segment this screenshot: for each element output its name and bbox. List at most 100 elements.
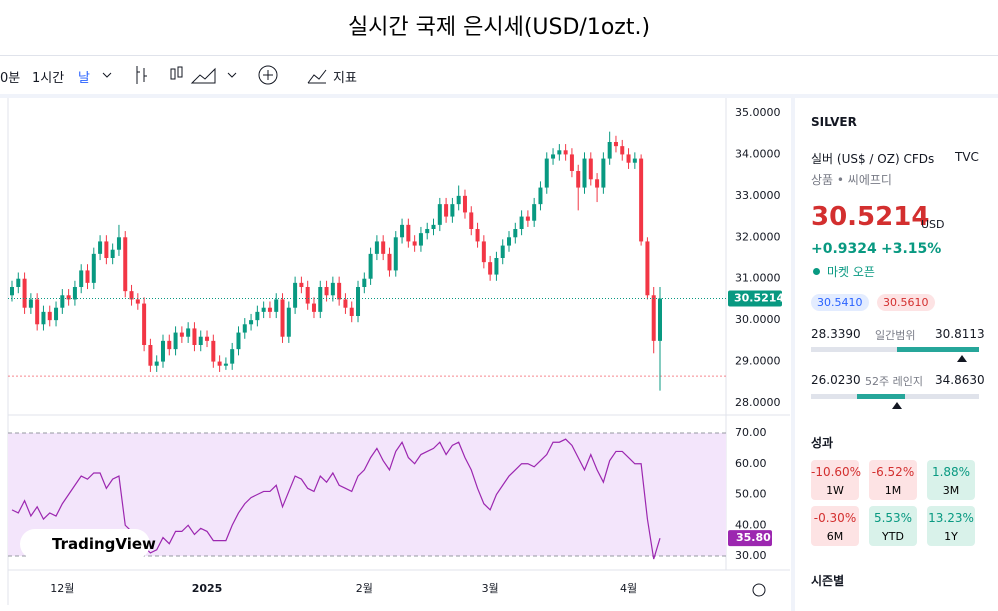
perf-label: 1Y xyxy=(944,530,958,543)
candle-body xyxy=(607,142,612,159)
candle-body xyxy=(337,282,342,300)
candle-body xyxy=(595,179,600,188)
candle-body xyxy=(66,295,71,300)
candle-body xyxy=(362,278,367,287)
candle-body xyxy=(230,349,235,364)
candle-body xyxy=(626,154,631,163)
candle-body xyxy=(286,307,291,337)
rsi-line xyxy=(11,438,661,560)
candle-body xyxy=(651,295,656,341)
season-title: 시즌별 xyxy=(811,574,845,588)
category: 상품 • 씨에프디 xyxy=(811,173,892,187)
candle-body xyxy=(249,320,254,325)
candle-body xyxy=(261,307,266,312)
x-tick-label: 4월 xyxy=(620,582,637,595)
candle-body xyxy=(381,241,386,254)
candle-body xyxy=(135,299,140,304)
x-tick-label: 2025 xyxy=(192,582,223,595)
perf-cell[interactable]: -6.52% 1M xyxy=(869,460,917,500)
perf-value: -6.52% xyxy=(871,465,915,479)
rsi-tick-label: 30.00 xyxy=(735,549,767,562)
candle-body xyxy=(557,150,562,155)
rsi-tick-label: 40.00 xyxy=(735,518,767,531)
y-tick-label: 33.0000 xyxy=(735,189,781,202)
range-marker xyxy=(957,355,967,362)
toolbar-item[interactable]: 1시간 xyxy=(32,71,65,86)
candle-body xyxy=(356,287,361,316)
candle-body xyxy=(217,361,222,366)
rsi-last-label: 35.80 xyxy=(736,531,771,544)
rsi-last-box xyxy=(728,530,772,547)
candle-body xyxy=(437,204,442,225)
candle-body xyxy=(274,299,279,312)
y-tick-label: 29.0000 xyxy=(735,355,781,368)
settings-icon[interactable] xyxy=(752,583,766,597)
rsi-tick-label: 50.00 xyxy=(735,488,767,501)
candle-body xyxy=(179,332,184,337)
candle-body xyxy=(104,241,109,258)
icon[interactable] xyxy=(102,66,147,84)
candle-body xyxy=(54,307,59,321)
candle-body xyxy=(267,307,272,312)
candle-body xyxy=(569,154,574,171)
icon[interactable] xyxy=(177,66,183,78)
candle-body xyxy=(236,332,241,350)
candle-body xyxy=(525,216,530,221)
perf-cell[interactable]: 13.23% 1Y xyxy=(927,506,975,546)
icon[interactable] xyxy=(227,72,237,78)
candle-body xyxy=(242,324,247,333)
candle-body xyxy=(72,287,77,300)
candle-body xyxy=(412,241,417,246)
candle-body xyxy=(513,229,518,238)
toolbar-item[interactable]: 0분 xyxy=(0,71,21,86)
icon[interactable] xyxy=(170,68,176,80)
candle-body xyxy=(456,195,461,205)
price: 30.5214 xyxy=(811,202,930,232)
perf-cell[interactable]: 5.53% YTD xyxy=(869,506,917,546)
candle-body xyxy=(154,361,159,366)
candle-body xyxy=(563,150,568,155)
candle-body xyxy=(374,241,379,254)
icon[interactable] xyxy=(190,67,216,84)
toolbar xyxy=(0,56,998,98)
candle-body xyxy=(192,328,197,345)
candle-body xyxy=(116,237,121,250)
perf-cell[interactable]: 1.88% 3M xyxy=(927,460,975,500)
icon[interactable] xyxy=(307,69,327,84)
icon[interactable] xyxy=(263,70,273,80)
candle-body xyxy=(16,278,21,287)
y-tick-label: 31.0000 xyxy=(735,272,781,285)
candle-body xyxy=(425,229,430,234)
status-dot xyxy=(813,268,820,275)
perf-cell[interactable]: -0.30% 6M xyxy=(811,506,859,546)
candle-body xyxy=(488,262,493,275)
candle-body xyxy=(330,282,335,296)
x-tick-label: 3월 xyxy=(482,582,499,595)
candle-body xyxy=(205,336,210,341)
perf-title: 성과 xyxy=(811,436,834,450)
change-pct: +3.15% xyxy=(881,241,942,257)
candle-body xyxy=(632,158,637,163)
candle-body xyxy=(280,299,285,337)
y-tick-label: 34.0000 xyxy=(735,147,781,160)
candle-body xyxy=(148,345,153,366)
candle-body xyxy=(173,332,178,350)
perf-value: -10.60% xyxy=(811,465,862,479)
candle-body xyxy=(400,224,405,238)
toolbar-item[interactable]: 날 xyxy=(78,71,90,86)
candle-body xyxy=(305,287,310,304)
toolbar-item[interactable]: 지표 xyxy=(333,71,357,86)
candle-body xyxy=(532,204,537,221)
ask: 30.5610 xyxy=(877,294,935,311)
side-panel: SILVER 실버 (US$ / OZ) CFDs TVC 상품 • 씨에프디 … xyxy=(791,98,998,611)
candle-body xyxy=(41,311,46,325)
wk-high: 34.8630 xyxy=(935,373,985,387)
symbol-name: 실버 (US$ / OZ) CFDs xyxy=(811,152,935,166)
perf-cell[interactable]: -10.60% 1W xyxy=(811,460,862,500)
icon[interactable] xyxy=(258,65,278,85)
y-tick-label: 30.0000 xyxy=(735,313,781,326)
chart: 30.00 40.00 50.00 60.00 70.00 28.0000 29.0000 3… xyxy=(7,98,790,605)
candle-body xyxy=(142,303,147,345)
candle-body xyxy=(582,158,587,188)
candle-body xyxy=(588,158,593,180)
